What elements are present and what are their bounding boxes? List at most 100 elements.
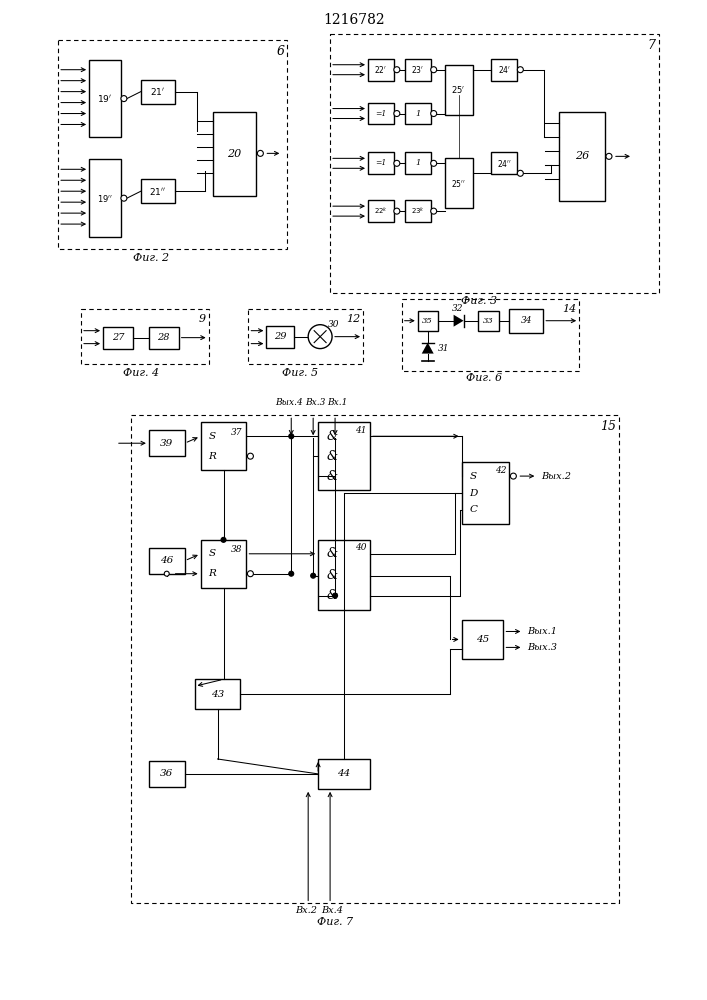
Text: D: D bbox=[469, 489, 478, 498]
Text: 37: 37 bbox=[231, 428, 243, 437]
Bar bbox=[89, 60, 121, 137]
Bar bbox=[194, 679, 240, 709]
Circle shape bbox=[510, 473, 516, 479]
Text: Фиг. 7: Фиг. 7 bbox=[317, 917, 353, 927]
Text: 15: 15 bbox=[600, 420, 616, 433]
Text: 38: 38 bbox=[231, 545, 243, 554]
Text: Вх.1: Вх.1 bbox=[327, 398, 347, 407]
Text: Фиг. 2: Фиг. 2 bbox=[133, 253, 169, 263]
Circle shape bbox=[394, 67, 400, 73]
Circle shape bbox=[247, 453, 253, 459]
Bar bbox=[405, 103, 431, 124]
Text: 41: 41 bbox=[356, 426, 367, 435]
Bar bbox=[148, 761, 185, 787]
Bar bbox=[89, 159, 121, 237]
Text: 31: 31 bbox=[438, 344, 449, 353]
Text: 36: 36 bbox=[160, 769, 173, 778]
Bar bbox=[405, 59, 431, 81]
Polygon shape bbox=[454, 315, 464, 327]
Text: 34: 34 bbox=[520, 316, 532, 325]
Circle shape bbox=[308, 325, 332, 349]
Circle shape bbox=[394, 160, 400, 166]
Bar bbox=[462, 620, 503, 659]
Circle shape bbox=[394, 208, 400, 214]
Circle shape bbox=[121, 96, 127, 102]
Text: 44: 44 bbox=[337, 769, 351, 778]
Text: =1: =1 bbox=[375, 159, 387, 167]
Circle shape bbox=[288, 434, 293, 439]
Text: $25''$: $25''$ bbox=[451, 178, 466, 189]
Circle shape bbox=[121, 195, 127, 201]
Text: 39: 39 bbox=[160, 439, 173, 448]
Bar bbox=[201, 540, 247, 588]
Text: 20: 20 bbox=[228, 149, 242, 159]
Text: 7: 7 bbox=[648, 39, 656, 52]
Text: 43: 43 bbox=[211, 690, 224, 699]
Text: Фиг. 4: Фиг. 4 bbox=[123, 368, 159, 378]
Bar bbox=[103, 327, 133, 349]
Text: 33: 33 bbox=[483, 317, 494, 325]
Text: &: & bbox=[327, 569, 338, 582]
Bar bbox=[509, 309, 543, 333]
Text: Фиг. 3: Фиг. 3 bbox=[462, 296, 498, 306]
Bar bbox=[318, 540, 370, 610]
Text: C: C bbox=[469, 505, 477, 514]
Text: Вх.2: Вх.2 bbox=[296, 906, 317, 915]
Circle shape bbox=[518, 170, 523, 176]
Text: 1216782: 1216782 bbox=[323, 13, 385, 27]
Bar bbox=[445, 65, 472, 115]
Bar bbox=[368, 152, 394, 174]
Text: 30: 30 bbox=[328, 320, 339, 329]
Bar bbox=[368, 103, 394, 124]
Bar bbox=[368, 59, 394, 81]
Text: $25'$: $25'$ bbox=[452, 84, 466, 95]
Text: $23'$: $23'$ bbox=[411, 64, 424, 75]
Bar bbox=[445, 158, 472, 208]
Text: Вых.3: Вых.3 bbox=[527, 643, 557, 652]
Text: Фиг. 5: Фиг. 5 bbox=[282, 368, 318, 378]
Bar bbox=[318, 759, 370, 789]
Circle shape bbox=[257, 150, 263, 156]
Polygon shape bbox=[422, 343, 433, 354]
Text: Вых.1: Вых.1 bbox=[527, 627, 557, 636]
Bar bbox=[148, 548, 185, 574]
Text: S: S bbox=[209, 549, 216, 558]
Text: R: R bbox=[209, 569, 216, 578]
Bar bbox=[559, 112, 605, 201]
Text: 1: 1 bbox=[415, 110, 421, 118]
Circle shape bbox=[221, 537, 226, 542]
Bar bbox=[405, 152, 431, 174]
Text: Вх.3: Вх.3 bbox=[305, 398, 325, 407]
Text: $22^k$: $22^k$ bbox=[374, 205, 388, 217]
Text: Вых.4: Вых.4 bbox=[276, 398, 303, 407]
Text: $23^k$: $23^k$ bbox=[411, 205, 425, 217]
Circle shape bbox=[431, 160, 437, 166]
Text: 32: 32 bbox=[452, 304, 463, 313]
Bar bbox=[368, 200, 394, 222]
Text: =1: =1 bbox=[375, 110, 387, 118]
Bar bbox=[330, 34, 659, 293]
Text: 12: 12 bbox=[346, 314, 360, 324]
Text: &: & bbox=[327, 589, 338, 602]
Text: Вх.4: Вх.4 bbox=[321, 906, 343, 915]
Text: $24''$: $24''$ bbox=[497, 158, 512, 169]
Text: 35: 35 bbox=[422, 317, 433, 325]
Bar bbox=[201, 422, 247, 470]
Bar bbox=[267, 326, 294, 348]
Bar bbox=[131, 415, 619, 903]
Bar bbox=[141, 80, 175, 104]
Bar bbox=[462, 462, 509, 524]
Text: 27: 27 bbox=[112, 333, 124, 342]
Text: 9: 9 bbox=[199, 314, 206, 324]
Text: $19'$: $19'$ bbox=[98, 93, 112, 104]
Circle shape bbox=[310, 573, 315, 578]
Circle shape bbox=[394, 111, 400, 117]
Bar bbox=[81, 309, 209, 364]
Bar bbox=[418, 311, 438, 331]
Text: $24'$: $24'$ bbox=[498, 64, 511, 75]
Bar bbox=[141, 179, 175, 203]
Bar bbox=[213, 112, 257, 196]
Text: &: & bbox=[327, 450, 338, 463]
Text: 26: 26 bbox=[575, 151, 589, 161]
Text: 6: 6 bbox=[276, 45, 284, 58]
